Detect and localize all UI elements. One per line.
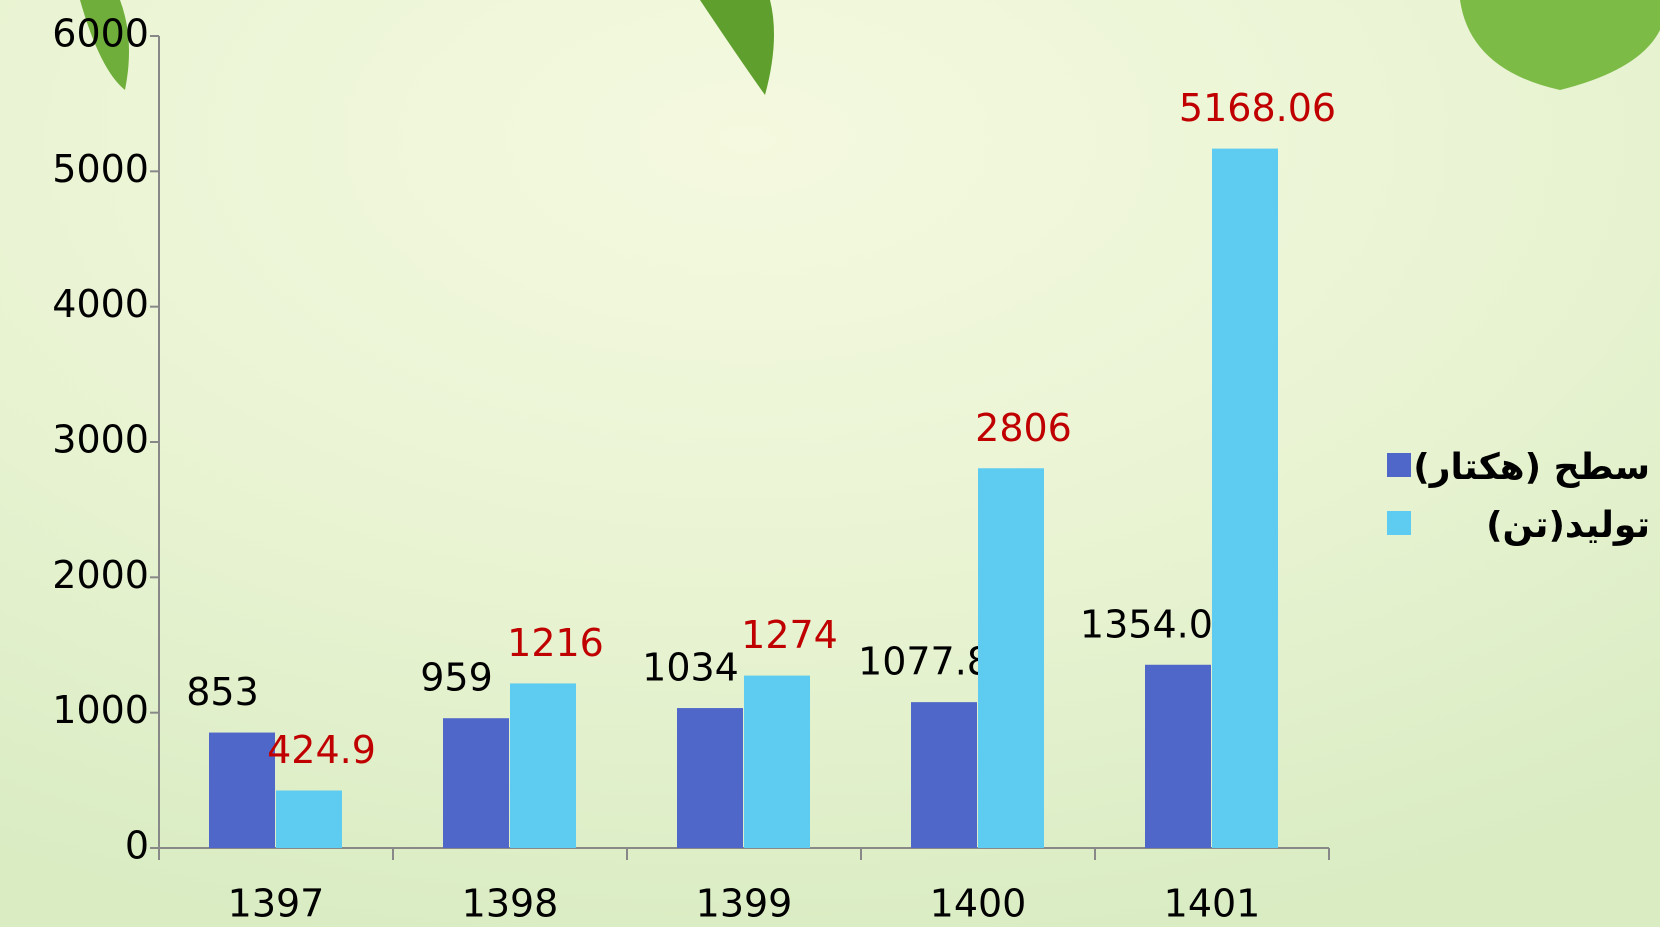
value-label: 424.9 <box>267 728 376 772</box>
bar <box>911 702 977 848</box>
bar <box>209 732 275 848</box>
y-tick-label: 2000 <box>52 553 149 597</box>
value-label: 1034 <box>642 646 739 690</box>
value-label: 1077.8 <box>858 640 991 684</box>
x-tick-label: 1400 <box>930 882 1027 926</box>
value-label: 853 <box>186 670 259 714</box>
legend-label: تولید(تن) <box>1486 505 1650 546</box>
y-tick-label: 4000 <box>52 282 149 326</box>
bar <box>510 683 576 848</box>
x-tick-label: 1401 <box>1164 882 1261 926</box>
bar <box>744 675 810 848</box>
bar <box>978 468 1044 848</box>
bar <box>443 718 509 848</box>
value-label: 959 <box>420 656 493 700</box>
x-tick-label: 1397 <box>228 882 325 926</box>
legend-label: سطح (هکتار) <box>1413 447 1650 488</box>
value-label: 2806 <box>975 406 1072 450</box>
y-tick-label: 3000 <box>52 418 149 462</box>
legend-swatch <box>1387 511 1411 535</box>
y-tick-label: 5000 <box>52 147 149 191</box>
legend-swatch <box>1387 453 1411 477</box>
value-label: 1354.02 <box>1080 602 1237 646</box>
bar <box>1145 664 1211 848</box>
y-tick-label: 1000 <box>52 688 149 732</box>
bar <box>276 790 342 848</box>
bar <box>677 708 743 848</box>
leaf <box>700 0 774 95</box>
x-tick-label: 1399 <box>696 882 793 926</box>
y-tick-label: 6000 <box>52 12 149 56</box>
value-label: 5168.06 <box>1179 86 1336 130</box>
leaf <box>1460 0 1660 90</box>
value-label: 1216 <box>507 621 604 665</box>
bar <box>1212 148 1278 848</box>
value-label: 1274 <box>741 613 838 657</box>
leaf <box>80 0 129 90</box>
x-tick-label: 1398 <box>462 882 559 926</box>
y-tick-label: 0 <box>125 824 149 868</box>
